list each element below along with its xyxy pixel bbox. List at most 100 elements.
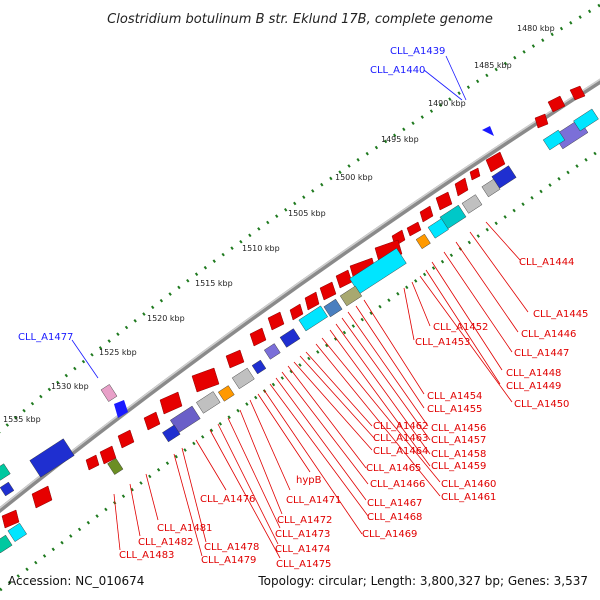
gene-arrow[interactable]	[159, 391, 183, 415]
gene-label[interactable]: CLL_A1452	[433, 322, 488, 333]
gene-arrow[interactable]	[485, 151, 506, 173]
gene-label[interactable]: CLL_A1439	[390, 46, 445, 57]
gene-arrow[interactable]	[117, 429, 135, 449]
gene-arrow[interactable]	[374, 239, 403, 263]
gene-label[interactable]: CLL_A1473	[275, 529, 330, 540]
gene-label[interactable]: CLL_A1450	[514, 399, 569, 410]
gene-box[interactable]	[217, 385, 235, 402]
gene-label[interactable]: CLL_A1479	[201, 555, 256, 566]
gene-label[interactable]: CLL_A1465	[366, 463, 421, 474]
gene-box[interactable]	[415, 233, 431, 250]
gene-label[interactable]: CLL_A1464	[373, 446, 428, 457]
gene-arrow[interactable]	[267, 311, 285, 331]
tick-label: 1480 kbp	[517, 24, 555, 33]
tick-label: 1500 kbp	[335, 173, 373, 182]
gene-arrow[interactable]	[143, 411, 161, 431]
gene-label[interactable]: CLL_A1469	[362, 529, 417, 540]
gene-box[interactable]	[279, 328, 301, 348]
gene-arrow[interactable]	[225, 349, 245, 369]
gene-arrow[interactable]	[319, 281, 337, 301]
gene-arrow[interactable]	[454, 177, 469, 197]
gene-box[interactable]	[29, 438, 75, 478]
gene-label[interactable]: CLL_A1449	[506, 381, 561, 392]
tick-labels: 1480 kbp 1485 kbp 1490 kbp 1495 kbp 1500…	[3, 24, 555, 424]
gene-label[interactable]: CLL_A1447	[514, 348, 569, 359]
gene-arrow[interactable]	[534, 113, 549, 129]
gene-label[interactable]: CLL_A1472	[277, 515, 332, 526]
gene-box[interactable]	[162, 424, 181, 443]
gene-box[interactable]	[481, 178, 501, 198]
leader-line	[209, 429, 281, 559]
gene-arrow[interactable]	[482, 126, 494, 136]
gene-box[interactable]	[0, 481, 15, 497]
gene-arrow[interactable]	[304, 291, 320, 311]
gene-label[interactable]: CLL_A1455	[427, 404, 482, 415]
gene-arrow[interactable]	[569, 85, 586, 101]
gene-arrow[interactable]	[406, 221, 422, 237]
gene-box[interactable]	[0, 534, 13, 554]
gene-label[interactable]: CLL_A1459	[431, 461, 486, 472]
gene-box[interactable]	[298, 305, 328, 332]
gene-label[interactable]: CLL_A1457	[431, 435, 486, 446]
gene-arrow[interactable]	[114, 400, 128, 418]
gene-box[interactable]	[263, 343, 281, 360]
gene-label[interactable]: CLL_A1481	[157, 523, 212, 534]
gene-arrow[interactable]	[289, 303, 304, 321]
leader-line	[275, 377, 367, 501]
gene-box[interactable]	[573, 108, 599, 132]
map-title: Clostridium botulinum B str. Eklund 17B,…	[107, 12, 493, 27]
gene-arrow[interactable]	[31, 485, 53, 509]
gene-box[interactable]	[349, 247, 407, 295]
gene-label[interactable]: CLL_A1446	[521, 329, 576, 340]
gene-label[interactable]: CLL_A1483	[119, 550, 174, 561]
gene-box[interactable]	[0, 463, 11, 481]
gene-arrow[interactable]	[419, 205, 434, 223]
gene-box[interactable]	[461, 194, 483, 214]
gene-label[interactable]: CLL_A1476	[200, 494, 255, 505]
gene-arrow[interactable]	[547, 95, 566, 113]
gene-label[interactable]: CLL_A1478	[204, 542, 259, 553]
gene-label[interactable]: CLL_A1453	[415, 337, 470, 348]
gene-label[interactable]: CLL_A1482	[138, 537, 193, 548]
gene-label[interactable]: CLL_A1458	[431, 449, 486, 460]
gene-box[interactable]	[542, 129, 566, 151]
gene-label[interactable]: CLL_A1444	[519, 257, 574, 268]
gene-label[interactable]: CLL_A1462	[373, 421, 428, 432]
gene-label[interactable]: CLL_A1456	[431, 423, 486, 434]
gene-label[interactable]: CLL_A1463	[373, 433, 428, 444]
gene-label[interactable]: CLL_A1477	[18, 332, 73, 343]
leader-line	[263, 389, 363, 535]
gene-box[interactable]	[323, 298, 343, 318]
gene-label[interactable]: CLL_A1460	[441, 479, 496, 490]
gene-box[interactable]	[196, 391, 221, 414]
gene-box[interactable]	[7, 522, 27, 542]
gene-box[interactable]	[231, 367, 255, 390]
gene-arrow[interactable]	[85, 454, 100, 471]
leader-line	[431, 261, 503, 371]
gene-arrow[interactable]	[249, 327, 267, 347]
gene-arrow[interactable]	[435, 191, 453, 211]
leader-line	[411, 281, 431, 327]
gene-label[interactable]: CLL_A1474	[275, 544, 330, 555]
gene-label[interactable]: hypB	[296, 475, 322, 486]
gene-label[interactable]: CLL_A1471	[286, 495, 341, 506]
gene-label[interactable]: CLL_A1461	[441, 492, 496, 503]
gene-label[interactable]: CLL_A1466	[370, 479, 425, 490]
gene-box[interactable]	[427, 218, 449, 239]
tick-label: 1490 kbp	[428, 99, 466, 108]
leader-line	[425, 269, 501, 385]
gene-box[interactable]	[339, 285, 363, 307]
gene-arrow[interactable]	[469, 167, 481, 181]
gene-label[interactable]: CLL_A1467	[367, 498, 422, 509]
gene-box[interactable]	[107, 457, 124, 475]
gene-box[interactable]	[251, 359, 267, 375]
gene-label[interactable]: CLL_A1475	[276, 559, 331, 570]
gene-label[interactable]: CLL_A1440	[370, 65, 425, 76]
gene-label[interactable]: CLL_A1468	[367, 512, 422, 523]
gene-arrow[interactable]	[191, 367, 220, 393]
gene-box[interactable]	[100, 384, 118, 402]
gene-label[interactable]: CLL_A1448	[506, 368, 561, 379]
gene-label[interactable]: CLL_A1454	[427, 391, 482, 402]
gene-arrow[interactable]	[1, 509, 20, 529]
gene-label[interactable]: CLL_A1445	[533, 309, 588, 320]
